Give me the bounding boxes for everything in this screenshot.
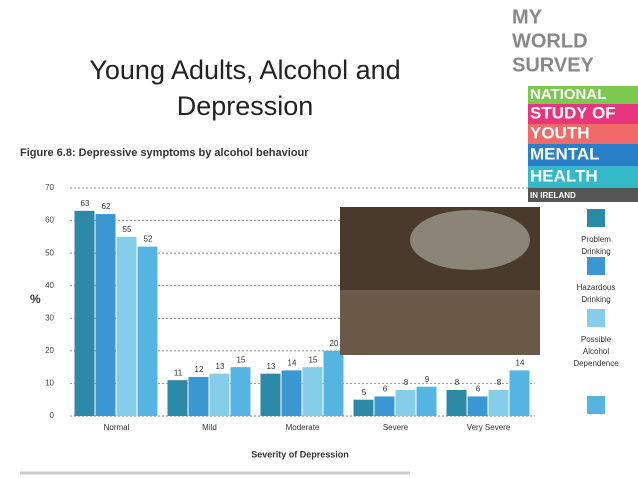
- y-tick-label: 30: [45, 313, 54, 322]
- value-label: 15: [309, 355, 318, 364]
- bar: [302, 367, 323, 416]
- bar: [209, 373, 230, 416]
- bar: [353, 399, 374, 416]
- bar: [323, 350, 344, 416]
- value-label: 13: [267, 362, 276, 371]
- value-label: 9: [425, 375, 430, 384]
- y-axis-label: %: [30, 292, 41, 306]
- value-label: 6: [476, 385, 481, 394]
- logo-text: WORLD: [512, 30, 588, 52]
- x-tick-label: Severe: [383, 423, 409, 432]
- logo-text: IN IRELAND: [530, 191, 576, 200]
- legend-label: Problem Drinking: [581, 235, 611, 256]
- y-tick-label: 20: [45, 346, 54, 355]
- x-tick-label: Moderate: [286, 423, 320, 432]
- bar: [137, 246, 158, 416]
- x-tick-label: Very Severe: [467, 423, 511, 432]
- legend-swatch: [587, 396, 605, 414]
- value-label: 11: [174, 368, 183, 377]
- value-label: 55: [123, 225, 132, 234]
- y-tick-label: 40: [45, 281, 54, 290]
- slide-title: Young Adults, Alcohol and: [89, 55, 400, 85]
- value-label: 8: [455, 378, 460, 387]
- logo-text: SURVEY: [512, 54, 595, 76]
- bar: [416, 386, 437, 416]
- bar: [230, 367, 251, 416]
- legend-label-line: Alcohol: [583, 347, 609, 356]
- bar: [395, 389, 416, 416]
- value-label: 52: [144, 235, 153, 244]
- bar: [281, 370, 302, 416]
- value-label: 13: [216, 362, 225, 371]
- bar: [167, 380, 188, 416]
- y-tick-label: 0: [50, 411, 55, 420]
- value-label: 62: [102, 202, 111, 211]
- logo-band: [528, 124, 638, 144]
- legend-label-line: Problem: [581, 235, 611, 244]
- logo-band: [528, 188, 638, 202]
- logo-band: [528, 104, 638, 124]
- legend-swatch: [587, 309, 605, 327]
- logo-text: NATIONAL: [530, 86, 606, 103]
- photo-detail: [340, 290, 540, 355]
- bar: [95, 214, 116, 416]
- logo-text: MENTAL: [530, 144, 600, 163]
- logo-text: MY: [512, 6, 543, 28]
- logo-band: [528, 144, 638, 166]
- value-label: 63: [81, 199, 90, 208]
- bar: [74, 210, 95, 416]
- bar: [467, 396, 488, 416]
- bar: [260, 373, 281, 416]
- logo-text: HEALTH: [530, 166, 598, 185]
- bar: [509, 370, 530, 416]
- photo-detail: [410, 210, 530, 270]
- legend-label-line: Drinking: [581, 295, 610, 304]
- y-tick-label: 50: [45, 248, 54, 257]
- value-label: 8: [404, 378, 409, 387]
- legend-label-line: Hazardous: [577, 283, 616, 292]
- logo-text: YOUTH: [530, 123, 590, 142]
- value-label: 15: [237, 355, 246, 364]
- x-tick-label: Mild: [202, 423, 217, 432]
- x-axis-label: Severity of Depression: [251, 449, 349, 459]
- value-label: 8: [497, 378, 502, 387]
- y-tick-label: 10: [45, 379, 54, 388]
- y-tick-label: 70: [45, 183, 54, 192]
- x-tick-label: Normal: [104, 423, 130, 432]
- value-label: 20: [330, 339, 339, 348]
- legend-label: Possible Alcohol Dependence: [573, 335, 619, 368]
- figure-title: Figure 6.8: Depressive symptoms by alcoh…: [20, 147, 309, 159]
- bar: [374, 396, 395, 416]
- value-label: 6: [383, 385, 388, 394]
- legend-label-line: Possible: [581, 335, 612, 344]
- legend-label: Hazardous Drinking: [577, 283, 616, 304]
- value-label: 14: [516, 359, 525, 368]
- bar: [488, 389, 509, 416]
- bar: [188, 376, 209, 416]
- logo-band: [528, 166, 638, 188]
- value-label: 5: [362, 388, 367, 397]
- legend-swatch: [587, 257, 605, 275]
- legend-swatch: [587, 209, 605, 227]
- bar: [446, 389, 467, 416]
- legend-label-line: Dependence: [573, 359, 619, 368]
- bar: [116, 236, 137, 416]
- value-label: 14: [288, 359, 297, 368]
- y-tick-label: 60: [45, 216, 54, 225]
- legend-label-line: Drinking: [581, 247, 610, 256]
- logo-band: [528, 86, 638, 104]
- logo-text: STUDY OF: [530, 103, 616, 122]
- slide-title: Depression: [177, 91, 314, 121]
- value-label: 12: [195, 365, 204, 374]
